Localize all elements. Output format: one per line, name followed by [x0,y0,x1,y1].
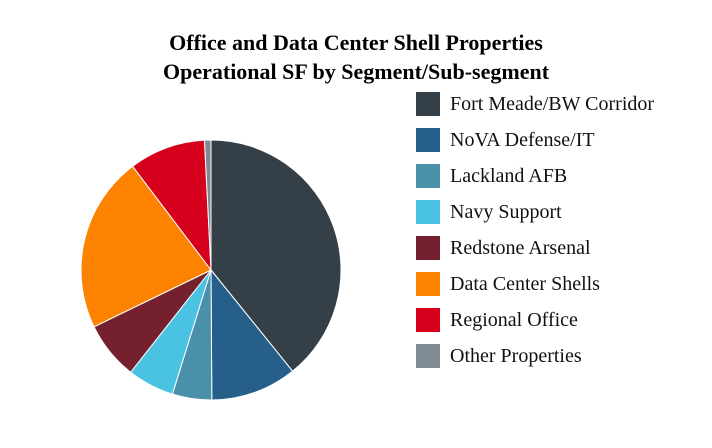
legend-item: Fort Meade/BW Corridor [416,86,654,122]
pie-slice-data-center-shells [80,165,212,328]
legend-item: NoVA Defense/IT [416,122,654,158]
legend-label: Navy Support [450,200,562,223]
chart-title-line-2: Operational SF by Segment/Sub-segment [162,59,550,84]
legend-label: Other Properties [450,344,582,367]
legend-swatch [416,92,440,116]
legend-item: Data Center Shells [416,266,654,302]
legend-item: Redstone Arsenal [416,230,654,266]
legend-label: Regional Office [450,308,578,331]
legend-label: Redstone Arsenal [450,236,591,259]
legend-label: Fort Meade/BW Corridor [450,92,655,115]
legend-item: Regional Office [416,302,654,338]
legend-swatch [416,272,440,296]
pie-slice-regional-office [131,139,212,272]
pie-slice-nova-defense-it [210,268,294,401]
pie-slice-other-properties [203,139,212,271]
legend-label: Lackland AFB [450,164,568,187]
legend-item: Lackland AFB [416,158,654,194]
legend-swatch [416,200,440,224]
legend-label: NoVA Defense/IT [450,128,595,151]
legend-item: Other Properties [416,338,654,374]
legend: Fort Meade/BW Corridor NoVA Defense/IT Lac… [416,86,654,374]
chart-title-line-1: Office and Data Center Shell Properties [169,30,543,55]
legend-swatch [416,344,440,368]
legend-swatch [416,308,440,332]
legend-swatch [416,236,440,260]
chart-title: Office and Data Center Shell Properties … [0,28,712,86]
legend-label: Data Center Shells [450,272,600,295]
pie-slice-fort-meade-bw-corridor [210,139,342,372]
legend-swatch [416,164,440,188]
legend-item: Navy Support [416,194,654,230]
legend-swatch [416,128,440,152]
